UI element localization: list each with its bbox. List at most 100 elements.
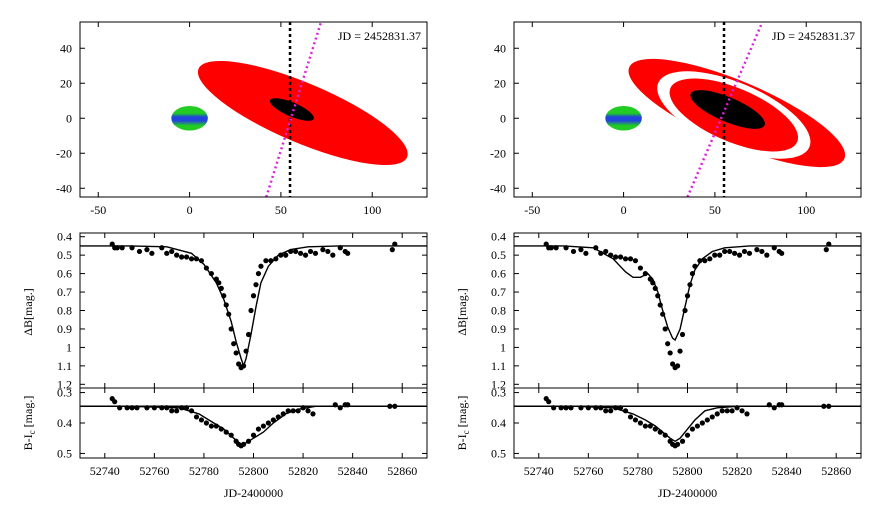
data-point [670,361,676,367]
data-point [719,408,725,414]
data-point [682,307,688,314]
data-point [193,414,200,420]
ylabel-mag-left: ΔB[mag.] [21,288,35,335]
data-point [312,250,319,256]
data-point [174,408,180,414]
color-right-plot-area [514,396,861,449]
data-point [603,248,609,255]
data-point [236,361,242,367]
data-point [270,417,276,423]
data-point [779,250,785,256]
model-curve [80,245,427,369]
model-right-ytick-label: 40 [494,41,506,55]
data-point [159,245,165,251]
data-point [231,341,237,347]
data-point [218,426,224,432]
data-point [273,256,279,262]
lc-right-ytick-label: 0.7 [491,285,506,299]
model-left-xtick-label: 0 [187,203,193,217]
color-right-xtick-label: 52800 [673,464,703,478]
ylabel-mag-right: ΔB[mag.] [455,288,469,335]
model-right-xtick-label: -50 [524,203,540,217]
model-left-ytick-label: 0 [66,111,72,125]
data-point [689,426,696,432]
data-point [164,405,170,411]
data-point [213,423,219,429]
data-point [250,432,257,438]
color-left-xtick-label: 52820 [288,464,318,478]
data-point [759,248,765,255]
data-point [193,256,200,262]
data-point [674,441,681,447]
data-point [208,423,214,429]
data-point [387,403,393,409]
data-point [149,250,155,256]
model-right-plot-area [605,22,846,197]
model-right-xtick-label: 100 [797,203,815,217]
data-point [263,258,269,264]
xlabel-right: JD-2400000 [658,486,717,500]
data-point [655,293,661,299]
data-point [652,426,658,432]
color-right-frame [513,387,862,459]
color-left-ytick-label: 0.4 [57,416,72,430]
data-point [667,350,673,356]
disk-core [269,98,314,121]
data-point [826,241,832,247]
data-point [260,423,267,429]
data-point [608,408,614,414]
data-point [657,302,663,308]
data-point [727,248,733,255]
data-point [332,402,338,408]
data-point [707,256,713,262]
ylabel-color-right: B-Ic [mag.] [455,396,471,451]
model-right-frame [513,21,862,198]
data-point [248,307,254,314]
ylabel-color-main: B-I [455,434,469,450]
data-point [129,405,135,411]
data-point [283,252,289,258]
data-point [240,441,247,447]
data-point [647,276,653,282]
color-right-xtick-label: 52840 [772,464,802,478]
data-point [183,254,190,260]
data-point [330,252,336,258]
color-left-ytick-label: 0.3 [57,386,72,400]
data-point [117,405,123,411]
data-point [198,417,205,423]
lc-right-ytick-label: 0.8 [491,304,506,318]
data-point [144,247,150,253]
data-point [275,414,281,420]
color-right-xtick-label: 52820 [722,464,752,478]
data-point [245,438,252,444]
data-point [823,247,829,253]
model-left-xtick-label: 50 [275,203,287,217]
data-point [722,248,728,255]
data-point [285,408,291,414]
star-blob [605,106,642,131]
data-point [779,402,785,408]
data-point [305,408,311,414]
model-curve [80,405,427,446]
color-right-ytick-label: 0.3 [491,386,506,400]
data-point [622,408,629,414]
data-point [674,363,681,369]
data-point [345,402,351,408]
model-right-ytick-label: 0 [500,111,506,125]
data-point [228,432,234,438]
data-point [608,252,614,258]
data-point [570,248,577,255]
color-left-xtick-label: 52800 [239,464,269,478]
data-point [253,282,259,288]
data-point [662,326,668,332]
data-point [746,250,753,256]
data-point [221,293,227,299]
model-left-xtick-label: -50 [90,203,106,217]
data-point [704,417,710,423]
data-point [169,408,175,414]
data-point [734,405,740,411]
model-right-xtick-label: 50 [709,203,721,217]
data-point [563,245,569,251]
data-point [250,293,257,299]
ylabel-color-sub: c [461,430,471,434]
